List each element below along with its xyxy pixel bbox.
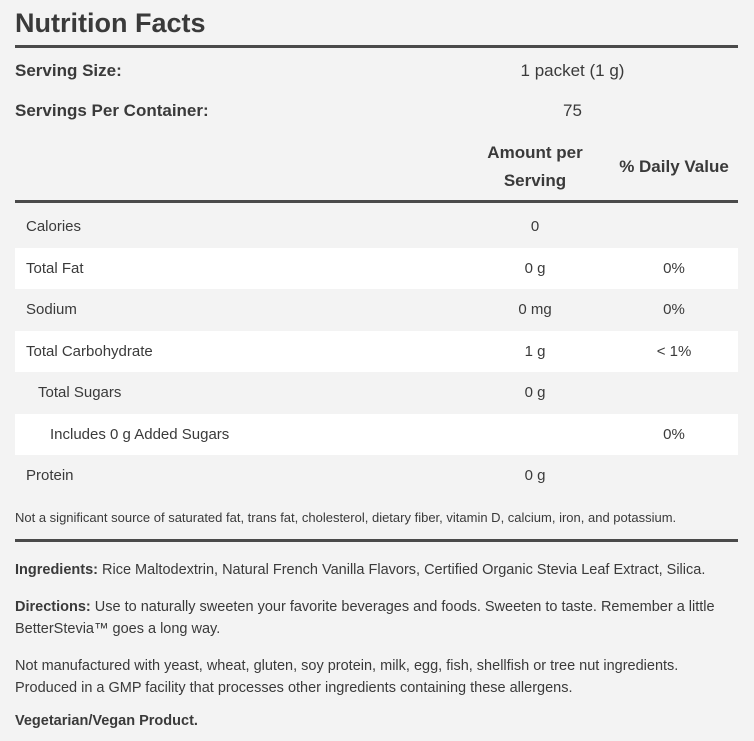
nutrient-name: Total Carbohydrate bbox=[26, 342, 153, 360]
nutrient-dv: 0% bbox=[663, 259, 685, 277]
nutrient-name: Protein bbox=[26, 467, 74, 485]
nutrient-amount: 0 g bbox=[524, 259, 546, 277]
nutrient-dv: 0% bbox=[663, 425, 685, 443]
table-row: Total Carbohydrate 1 g < 1% bbox=[15, 330, 738, 372]
nutrition-panel: Nutrition Facts Serving Size: 1 packet (… bbox=[15, 0, 738, 729]
table-row: Total Sugars 0 g bbox=[15, 372, 738, 414]
amount-header-line2: Serving bbox=[503, 171, 567, 190]
nutrient-amount: 0 g bbox=[524, 467, 546, 485]
directions-text: Use to naturally sweeten your favorite b… bbox=[15, 598, 715, 637]
serving-size-label: Serving Size: bbox=[15, 61, 122, 80]
table-row: Protein 0 g bbox=[15, 455, 738, 497]
serving-size-value: 1 packet (1 g) bbox=[520, 61, 625, 80]
ingredients-text: Rice Maltodextrin, Natural French Vanill… bbox=[97, 561, 706, 578]
daily-value-header: % Daily Value bbox=[619, 157, 729, 176]
ingredients-label: Ingredients: bbox=[15, 561, 98, 578]
page-title: Nutrition Facts bbox=[15, 0, 738, 48]
directions-label: Directions: bbox=[15, 598, 91, 615]
nutrient-name: Total Sugars bbox=[38, 384, 122, 402]
vegetarian-statement: Vegetarian/Vegan Product. bbox=[15, 712, 198, 729]
nutrient-dv: < 1% bbox=[656, 342, 692, 360]
table-row: Calories 0 bbox=[15, 206, 738, 248]
nutrient-name: Calories bbox=[26, 218, 82, 236]
nutrient-name: Total Fat bbox=[26, 259, 84, 277]
nutrient-amount: 0 g bbox=[524, 384, 546, 402]
serving-size-row: Serving Size: 1 packet (1 g) bbox=[15, 51, 738, 91]
servings-per-container-label: Servings Per Container: bbox=[15, 101, 209, 120]
allergen-statement: Not manufactured with yeast, wheat, glut… bbox=[15, 657, 679, 696]
servings-per-container-row: Servings Per Container: 75 bbox=[15, 91, 738, 131]
nutrient-dv: 0% bbox=[663, 301, 685, 319]
directions-paragraph: Directions: Use to naturally sweeten you… bbox=[15, 596, 738, 640]
table-header: Amount per Serving % Daily Value bbox=[15, 134, 738, 203]
amount-header-line1: Amount per bbox=[487, 143, 583, 162]
table-row: Includes 0 g Added Sugars 0% bbox=[15, 413, 738, 455]
nutrient-name: Sodium bbox=[26, 301, 77, 319]
nutrient-amount: 1 g bbox=[524, 342, 546, 360]
nutrient-amount: 0 mg bbox=[518, 301, 552, 319]
nutrient-name: Includes 0 g Added Sugars bbox=[50, 425, 230, 443]
ingredients-paragraph: Ingredients: Rice Maltodextrin, Natural … bbox=[15, 559, 738, 581]
nutrient-amount: 0 bbox=[530, 218, 540, 236]
amount-per-serving-header: Amount per Serving bbox=[460, 139, 610, 195]
table-row: Sodium 0 mg 0% bbox=[15, 289, 738, 331]
servings-per-container-value: 75 bbox=[563, 101, 582, 120]
table-row: Total Fat 0 g 0% bbox=[15, 247, 738, 289]
footnote: Not a significant source of saturated fa… bbox=[15, 497, 738, 542]
